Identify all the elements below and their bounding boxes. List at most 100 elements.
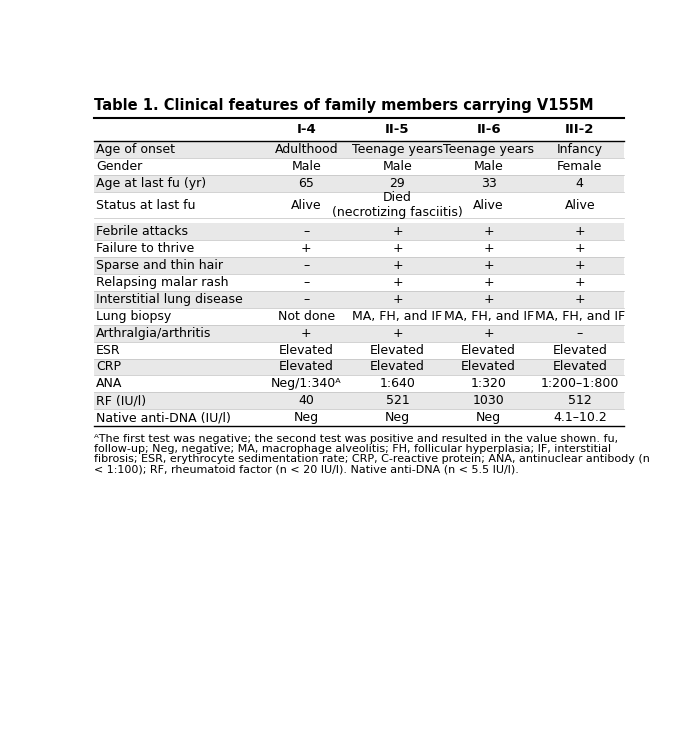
Bar: [94, 392, 624, 410]
Text: Died
(necrotizing fasciitis): Died (necrotizing fasciitis): [332, 191, 463, 219]
Text: +: +: [301, 242, 312, 255]
Bar: [94, 342, 624, 359]
Text: < 1:100); RF, rheumatoid factor (n < 20 IU/l). Native anti-DNA (n < 5.5 IU/l).: < 1:100); RF, rheumatoid factor (n < 20 …: [94, 464, 519, 474]
Text: 33: 33: [481, 177, 496, 190]
Text: Elevated: Elevated: [370, 360, 425, 373]
Text: I-4: I-4: [296, 123, 316, 136]
Bar: [94, 192, 624, 219]
Text: Elevated: Elevated: [461, 343, 516, 356]
Bar: [94, 257, 624, 274]
Text: –: –: [303, 276, 309, 289]
Text: Elevated: Elevated: [279, 360, 334, 373]
Text: CRP: CRP: [96, 360, 121, 373]
Text: Sparse and thin hair: Sparse and thin hair: [96, 259, 223, 272]
Text: –: –: [303, 259, 309, 272]
Text: +: +: [392, 327, 402, 340]
Text: RF (IU/l): RF (IU/l): [96, 394, 146, 408]
Text: Adulthood: Adulthood: [274, 144, 338, 156]
Text: 1030: 1030: [473, 394, 505, 408]
Text: Neg: Neg: [294, 411, 318, 424]
Bar: [94, 291, 624, 308]
Text: +: +: [575, 276, 585, 289]
Text: Male: Male: [474, 160, 503, 174]
Text: Age of onset: Age of onset: [96, 144, 175, 156]
Text: Neg/1:340ᴬ: Neg/1:340ᴬ: [271, 378, 342, 391]
Text: 512: 512: [568, 394, 592, 408]
Text: +: +: [575, 225, 585, 238]
Text: MA, FH, and IF: MA, FH, and IF: [535, 310, 625, 323]
Bar: [94, 375, 624, 392]
Bar: [94, 274, 624, 291]
Text: 29: 29: [390, 177, 405, 190]
Text: Elevated: Elevated: [552, 343, 607, 356]
Text: ᴬThe first test was negative; the second test was positive and resulted in the v: ᴬThe first test was negative; the second…: [94, 434, 618, 444]
Text: 521: 521: [386, 394, 410, 408]
Text: +: +: [483, 225, 494, 238]
Text: +: +: [575, 259, 585, 272]
Text: +: +: [575, 242, 585, 255]
Text: Status at last fu: Status at last fu: [96, 199, 195, 212]
Bar: [94, 308, 624, 324]
Bar: [94, 175, 624, 192]
Text: Elevated: Elevated: [461, 360, 516, 373]
Text: Female: Female: [557, 160, 603, 174]
Text: Interstitial lung disease: Interstitial lung disease: [96, 293, 243, 305]
Text: 1:640: 1:640: [379, 378, 415, 391]
Text: Not done: Not done: [278, 310, 335, 323]
Text: MA, FH, and IF: MA, FH, and IF: [444, 310, 533, 323]
Text: II-6: II-6: [476, 123, 501, 136]
Text: Lung biopsy: Lung biopsy: [96, 310, 172, 323]
Text: II-5: II-5: [385, 123, 410, 136]
Text: Neg: Neg: [385, 411, 410, 424]
Text: Alive: Alive: [473, 199, 504, 212]
Text: 1:320: 1:320: [470, 378, 507, 391]
Text: Relapsing malar rash: Relapsing malar rash: [96, 276, 228, 289]
Text: Male: Male: [383, 160, 412, 174]
Text: –: –: [577, 327, 583, 340]
Text: +: +: [392, 259, 402, 272]
Text: +: +: [483, 293, 494, 305]
Text: Teenage years: Teenage years: [352, 144, 443, 156]
Bar: [94, 141, 624, 158]
Bar: [94, 324, 624, 342]
Text: Male: Male: [291, 160, 321, 174]
Text: –: –: [303, 225, 309, 238]
Text: Gender: Gender: [96, 160, 142, 174]
Text: fibrosis; ESR, erythrocyte sedimentation rate; CRP, C-reactive protein; ANA, ant: fibrosis; ESR, erythrocyte sedimentation…: [94, 454, 650, 464]
Text: MA, FH, and IF: MA, FH, and IF: [352, 310, 442, 323]
Text: +: +: [483, 327, 494, 340]
Text: ESR: ESR: [96, 343, 120, 356]
Text: +: +: [392, 225, 402, 238]
Text: 4.1–10.2: 4.1–10.2: [553, 411, 607, 424]
Text: 65: 65: [298, 177, 314, 190]
Text: +: +: [301, 327, 312, 340]
Bar: [94, 223, 624, 240]
Text: ANA: ANA: [96, 378, 122, 391]
Text: Table 1. Clinical features of family members carrying V155M: Table 1. Clinical features of family mem…: [94, 98, 594, 113]
Bar: [94, 359, 624, 375]
Text: +: +: [483, 259, 494, 272]
Text: Elevated: Elevated: [552, 360, 607, 373]
Bar: [94, 410, 624, 426]
Text: Elevated: Elevated: [279, 343, 334, 356]
Text: –: –: [303, 293, 309, 305]
Text: 4: 4: [576, 177, 584, 190]
Text: follow-up; Neg, negative; MA, macrophage alveolitis; FH, follicular hyperplasia;: follow-up; Neg, negative; MA, macrophage…: [94, 444, 611, 454]
Text: +: +: [392, 242, 402, 255]
Text: Febrile attacks: Febrile attacks: [96, 225, 188, 238]
Text: Native anti-DNA (IU/l): Native anti-DNA (IU/l): [96, 411, 231, 424]
Text: Teenage years: Teenage years: [443, 144, 534, 156]
Text: +: +: [575, 293, 585, 305]
Text: Elevated: Elevated: [370, 343, 425, 356]
Text: III-2: III-2: [565, 123, 594, 136]
Text: 40: 40: [298, 394, 314, 408]
Text: Failure to thrive: Failure to thrive: [96, 242, 195, 255]
Text: Alive: Alive: [564, 199, 595, 212]
Text: Age at last fu (yr): Age at last fu (yr): [96, 177, 206, 190]
Text: +: +: [392, 276, 402, 289]
Bar: [94, 240, 624, 257]
Bar: [94, 158, 624, 175]
Text: +: +: [392, 293, 402, 305]
Text: Alive: Alive: [291, 199, 321, 212]
Text: Infancy: Infancy: [556, 144, 603, 156]
